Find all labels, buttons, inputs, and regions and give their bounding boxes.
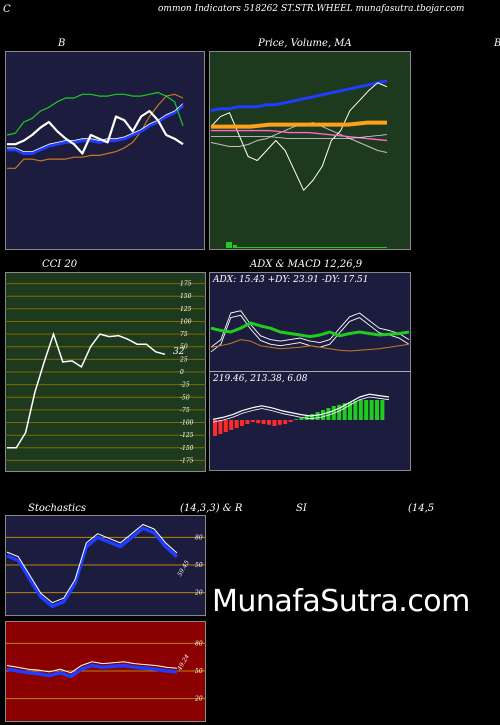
macd-histogram-bar <box>213 420 217 436</box>
cci-tick-label: -50 <box>180 394 190 401</box>
stochastics-line <box>6 526 179 609</box>
macd-histogram-bar <box>375 400 379 420</box>
rsi-line <box>6 663 178 679</box>
adx-chart: ADX: 15.43 +DY: 23.91 -DY: 17.51 219.46,… <box>209 272 411 471</box>
adx-di-plus <box>210 310 410 348</box>
macd-histogram-bar <box>348 402 352 420</box>
price-series-1 <box>210 79 388 113</box>
cci-tick-label: -100 <box>180 420 194 427</box>
cci-tick-label: -25 <box>180 382 190 389</box>
rsi-tick-label: 50 <box>195 668 203 675</box>
macd-histogram-bar <box>277 420 282 425</box>
bollinger-series-1 <box>7 104 184 155</box>
stochastics-chart: 80 50 20 59.45 <box>5 515 210 616</box>
macd-histogram-bar <box>299 418 304 420</box>
cci-tick-label: 100 <box>180 319 192 326</box>
cci-line <box>7 331 166 449</box>
cci-chart: 175 150 125 100 75 50 25 0 -25 -50 -75 -100 -125 -150… <box>5 272 210 472</box>
macd-histogram-bar <box>250 420 255 422</box>
rsi-chart: 80 50 20 49.24 <box>5 621 210 722</box>
bollinger-series-3 <box>7 109 184 155</box>
macd-histogram-bar <box>223 420 228 432</box>
rsi-params: (14,5 <box>408 503 435 514</box>
adx-orange <box>210 339 410 352</box>
cci-tick-label: 125 <box>180 306 192 313</box>
macd-histogram-bar <box>380 400 385 420</box>
macd-histogram-bar <box>261 420 266 424</box>
adx-readout: ADX: 15.43 +DY: 23.91 -DY: 17.51 <box>213 275 369 285</box>
rsi-signal <box>6 661 178 674</box>
cci-value: 32 <box>173 347 185 357</box>
adx-label: ADX & MACD 12,26,9 <box>250 259 363 270</box>
cci-label: CCI 20 <box>42 259 78 270</box>
macd-histogram-bar <box>288 420 293 422</box>
macd-histogram-bar <box>272 420 277 426</box>
watermark: MunafaSutra.com <box>212 584 470 619</box>
price-right-fragment: B <box>494 38 500 49</box>
stochastics-signal <box>6 523 178 604</box>
cci-tick-label: 75 <box>180 331 188 338</box>
page-title: ommon Indicators 518262 ST.STR.WHEEL mun… <box>158 4 465 14</box>
stochastics-tick-label: 50 <box>195 562 203 569</box>
macd-histogram-bar <box>283 420 288 424</box>
price-label: Price, Volume, MA <box>258 38 352 49</box>
price-chart <box>209 51 411 250</box>
macd-histogram-bar <box>310 414 315 420</box>
macd-histogram-bar <box>267 420 271 425</box>
stoch-label: Stochastics <box>28 503 86 514</box>
macd-histogram-bar <box>245 420 250 424</box>
cci-tick-label: -125 <box>180 432 194 439</box>
cci-tick-label: -150 <box>180 445 194 452</box>
adx-line <box>210 321 410 339</box>
macd-histogram-bar <box>364 400 369 420</box>
bollinger-mid-line <box>7 103 184 152</box>
macd-histogram-bar <box>315 412 320 420</box>
bollinger-series-2 <box>6 91 184 136</box>
price-ma-gray <box>211 134 388 139</box>
macd-histogram-bar <box>353 400 358 420</box>
macd-histogram-bar <box>218 420 223 434</box>
bollinger-chart <box>5 51 205 250</box>
macd-histogram-bar <box>229 420 234 430</box>
macd-histogram-bar <box>321 410 325 420</box>
header-fragment: C <box>3 4 11 15</box>
cci-tick-label: 0 <box>180 369 184 376</box>
macd-histogram-bar <box>240 420 244 426</box>
macd-signal <box>212 396 390 423</box>
bollinger-series-0 <box>7 93 184 169</box>
macd-line <box>212 393 390 420</box>
macd-histogram-bar <box>358 400 363 420</box>
stochastics-tick-label: 80 <box>195 534 203 541</box>
cci-tick-label: 50 <box>180 344 188 351</box>
cci-tick-label: -75 <box>180 407 190 414</box>
cci-tick-label: 175 <box>180 281 192 288</box>
cci-tick-label: -175 <box>180 457 194 464</box>
macd-histogram-bar <box>256 420 261 424</box>
cci-tick-label: 25 <box>179 356 188 363</box>
cci-tick-label: 150 <box>180 293 192 300</box>
rsi-tick-label: 80 <box>195 640 203 647</box>
bollinger-label: B <box>58 38 66 49</box>
macd-histogram-bar <box>326 408 331 420</box>
rsi-label: SI <box>296 503 307 514</box>
macd-readout: 219.46, 213.38, 6.08 <box>213 374 308 384</box>
macd-histogram-bar <box>337 404 342 420</box>
price-series-2 <box>210 82 388 191</box>
rsi-tick-label: 20 <box>194 696 203 703</box>
macd-histogram-bar <box>369 400 374 420</box>
macd-histogram-bar <box>294 419 298 420</box>
stochastics-tick-label: 20 <box>194 590 203 597</box>
stoch-params: (14,3,3) & R <box>180 503 243 514</box>
price-ma-orange <box>211 120 387 129</box>
macd-histogram-bar <box>342 403 347 420</box>
macd-histogram-bar <box>234 420 239 428</box>
